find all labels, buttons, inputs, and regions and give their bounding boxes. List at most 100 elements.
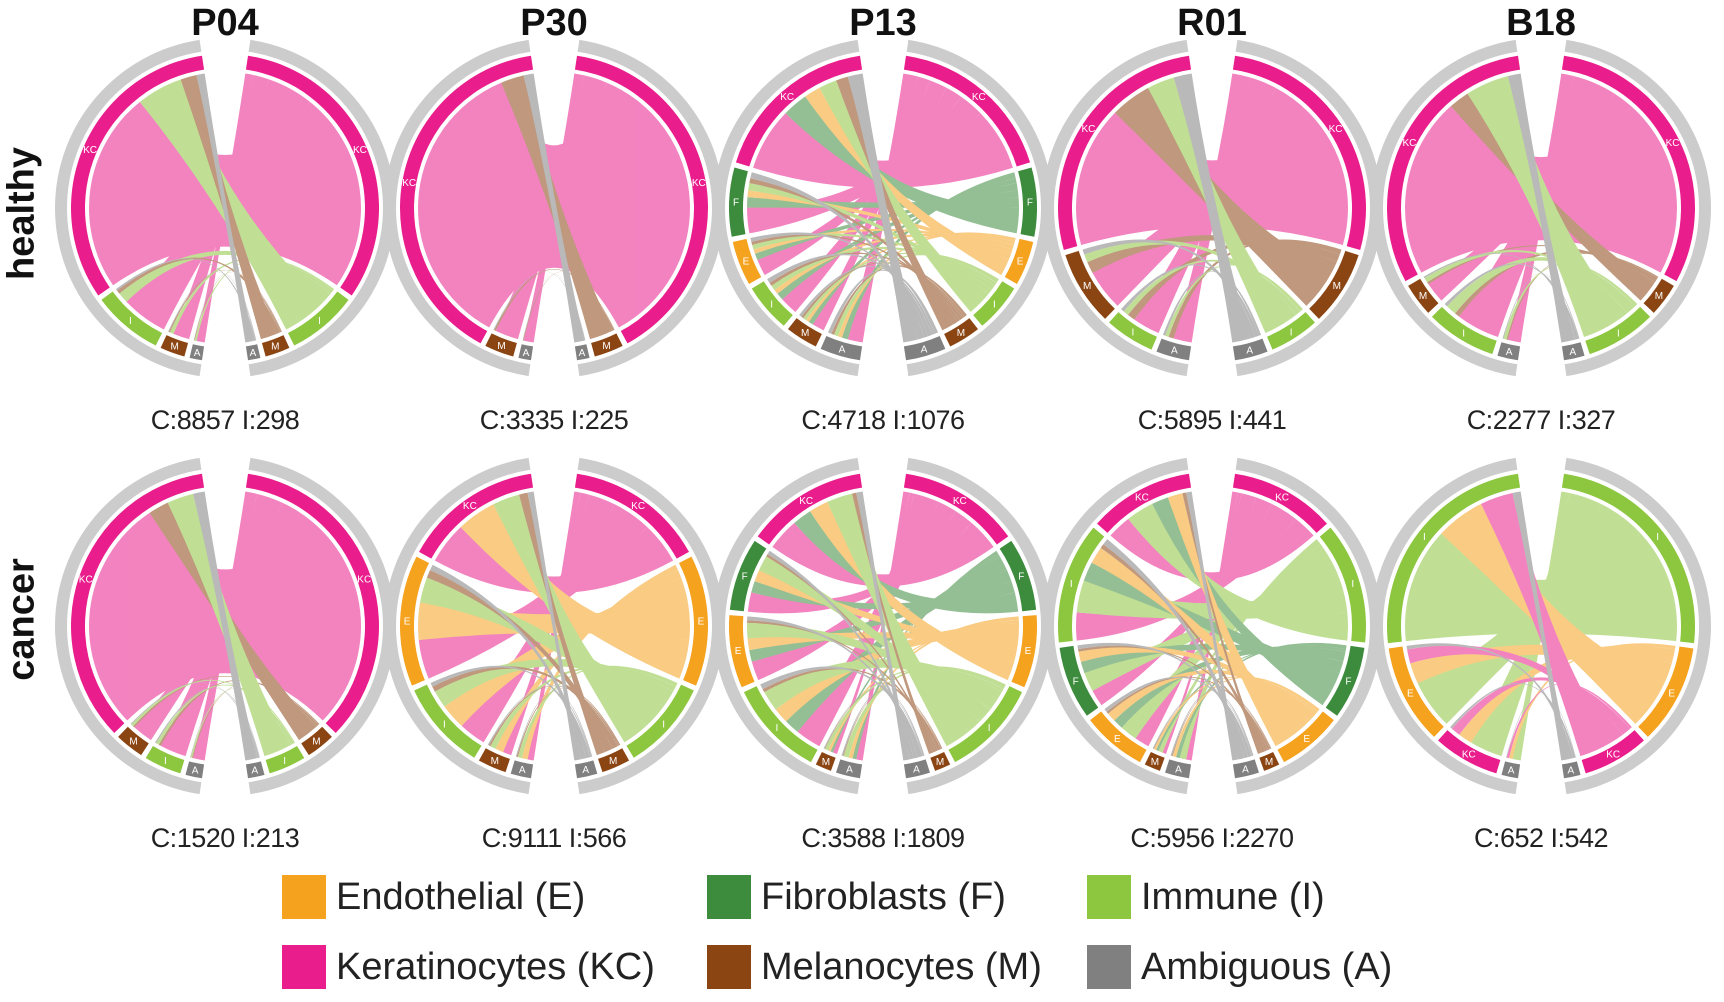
chord-circle-p04-healthy: KC I M A A M I KC — [54, 35, 396, 377]
segment-label-e: E — [1303, 734, 1310, 745]
segment-label-i: I — [1132, 327, 1135, 338]
chord-a-kc — [527, 491, 581, 761]
segment-i — [1109, 312, 1157, 350]
chord-circle-r01-healthy: KC M I A A I M KC — [1041, 35, 1383, 377]
legend-item-immune: Immune (I) — [1087, 872, 1325, 922]
segment-label-kc: KC — [353, 145, 367, 156]
chord-e-i — [774, 233, 1014, 294]
chord-circle-p13-cancer: KC F E I M A A M I E F KC — [712, 453, 1054, 795]
segment-f — [729, 167, 748, 237]
segment-label-e: E — [404, 616, 411, 627]
legend-label-ambiguous: Ambiguous (A) — [1141, 945, 1393, 988]
segment-label-kc: KC — [1135, 492, 1149, 503]
segment-label-e: E — [735, 646, 742, 657]
chord-kc-m — [832, 492, 915, 754]
segment-label-i: I — [662, 719, 665, 730]
chord-m-kc — [180, 75, 277, 340]
segment-kc — [757, 473, 863, 545]
row-label-cancer: cancer — [0, 558, 43, 681]
count-caption-b18-cancer: C:652 I:542 — [1473, 823, 1609, 853]
chord-a-kc — [1507, 73, 1575, 343]
chord-a-a — [1170, 690, 1254, 756]
chord-e-kc — [810, 501, 1015, 681]
chord-a-m — [1082, 239, 1256, 339]
legend-label-endothelial: Endothelial (E) — [336, 875, 586, 918]
legend-label-melanocytes: Melanocytes (M) — [761, 945, 1042, 988]
count-caption-p30-cancer: C:9111 I:566 — [481, 823, 627, 853]
segment-a — [1232, 759, 1259, 779]
segment-label-kc: KC — [972, 92, 986, 103]
segment-label-i: I — [1070, 579, 1073, 590]
chord-kc-i — [1481, 493, 1611, 757]
chord-kc-kc — [772, 522, 994, 587]
chord-a-kc — [1186, 491, 1238, 761]
chord-a-kc — [1173, 73, 1251, 343]
chord-f-kc — [794, 511, 1019, 614]
segment-e — [1004, 238, 1034, 284]
segment-label-m: M — [822, 757, 830, 768]
segment-label-m: M — [801, 328, 809, 339]
chord-i-kc — [139, 79, 324, 330]
chord-i-e — [1121, 547, 1333, 739]
chord-m-kc — [501, 75, 613, 340]
segment-label-i: I — [770, 299, 773, 310]
segment-label-i: I — [129, 316, 132, 327]
legend-swatch-immune — [1087, 875, 1131, 919]
segment-f — [1018, 167, 1037, 237]
chord-a-a — [1162, 271, 1262, 336]
legend-label-fibroblasts: Fibroblasts (F) — [761, 875, 1006, 918]
segment-label-kc: KC — [463, 501, 477, 512]
chord-links — [747, 73, 1019, 343]
segment-label-kc: KC — [79, 574, 93, 585]
chord-i-i — [764, 659, 1002, 710]
legend-swatch-endothelial — [282, 875, 326, 919]
chord-e-i — [1441, 503, 1665, 724]
segment-e — [400, 556, 430, 686]
segment-m — [261, 335, 290, 357]
segment-label-a: A — [846, 765, 853, 776]
segment-label-i: I — [164, 756, 167, 767]
segment-label-f: F — [733, 198, 739, 209]
chord-i-i — [434, 658, 674, 707]
segment-label-kc: KC — [357, 574, 371, 585]
count-caption-r01-cancer: C:5956 I:2270 — [1130, 823, 1294, 853]
chord-a-kc — [856, 491, 910, 761]
segment-label-a: A — [913, 765, 920, 776]
segment-f — [729, 540, 767, 612]
segment-e — [678, 556, 708, 686]
segment-label-kc: KC — [799, 496, 813, 507]
chord-i-i — [1076, 580, 1348, 620]
segment-a — [1165, 759, 1192, 779]
legend-item-ambiguous: Ambiguous (A) — [1087, 942, 1392, 992]
segment-label-i: I — [443, 719, 446, 730]
segment-m — [1065, 250, 1115, 319]
segment-label-m: M — [271, 342, 279, 353]
count-caption-b18-healthy: C:2277 I:327 — [1466, 405, 1616, 435]
segment-e — [1011, 615, 1037, 688]
segment-kc — [245, 55, 379, 296]
chord-kc-f — [747, 96, 981, 234]
chord-kc-e — [757, 87, 961, 276]
chord-a-a — [827, 270, 939, 334]
segment-label-m: M — [1333, 281, 1341, 292]
segment-label-i: I — [283, 756, 286, 767]
chord-a-a — [841, 690, 925, 756]
segment-label-e: E — [743, 257, 750, 268]
segment-kc — [419, 473, 534, 559]
chord-links — [88, 73, 361, 343]
segment-label-a: A — [1506, 347, 1513, 358]
segment-i — [145, 746, 185, 774]
segment-e — [1388, 646, 1444, 737]
segment-m — [118, 726, 149, 756]
segment-kc — [71, 55, 205, 296]
segment-label-kc: KC — [780, 92, 794, 103]
segment-e — [1090, 711, 1147, 763]
count-caption-p04-cancer: C:1520 I:213 — [150, 823, 300, 853]
segment-label-e: E — [698, 616, 705, 627]
segment-i — [1561, 473, 1695, 644]
segment-kc — [903, 473, 1009, 545]
top-notch — [1185, 453, 1239, 549]
segment-m — [591, 333, 623, 357]
segment-kc — [1232, 473, 1328, 533]
